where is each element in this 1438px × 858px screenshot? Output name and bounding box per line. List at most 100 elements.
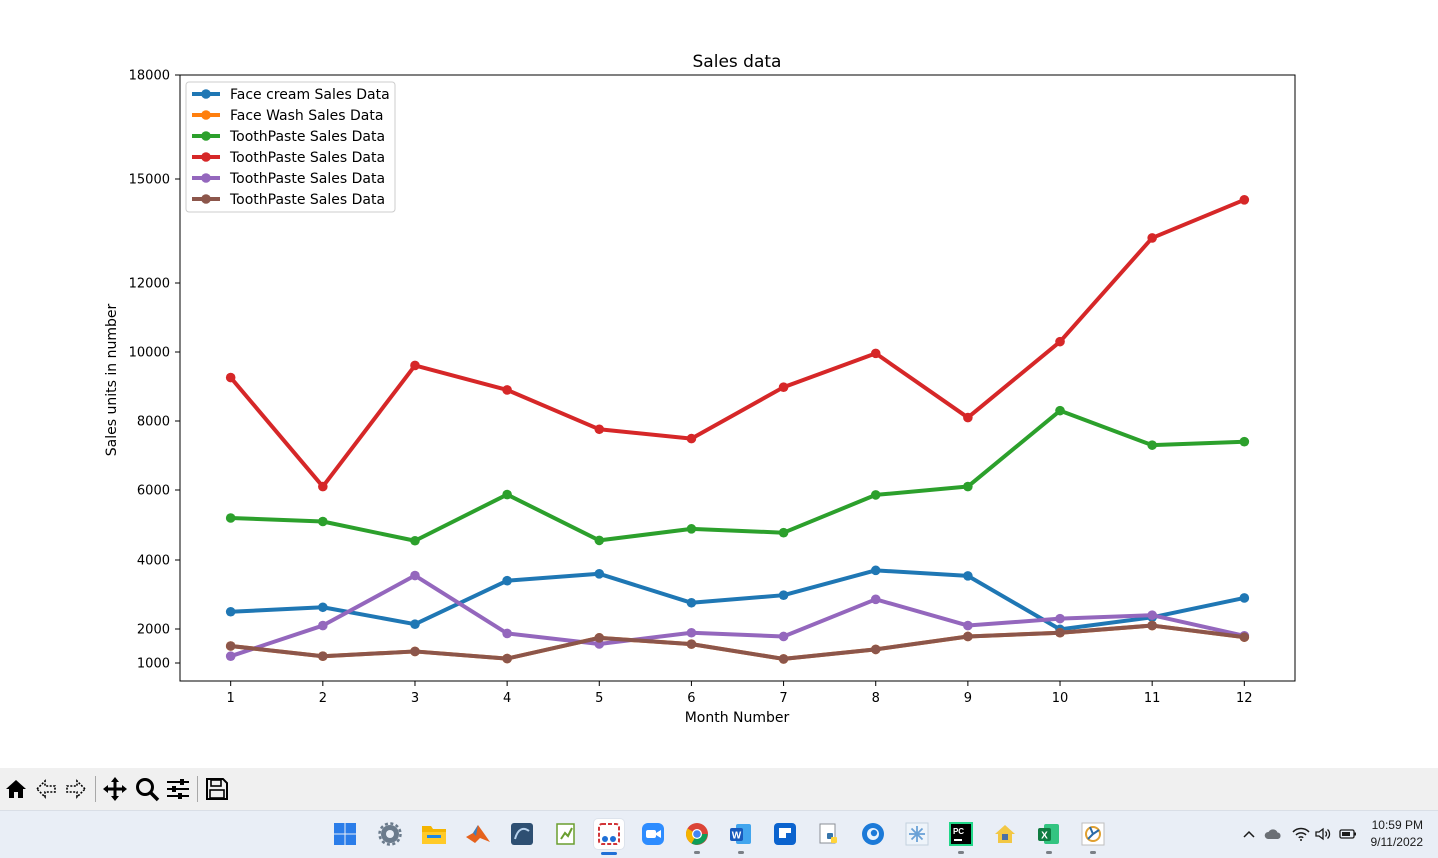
y-tick-label: 10000 — [129, 346, 170, 361]
notepad-plus-plus-icon[interactable] — [551, 819, 581, 849]
y-axis-label: Sales units in number — [104, 304, 120, 457]
x-tick-label: 12 — [1236, 691, 1253, 706]
legend-label: Face cream Sales Data — [230, 87, 390, 103]
y-tick-label: 12000 — [129, 277, 170, 292]
data-point — [870, 594, 881, 605]
legend-marker — [201, 152, 211, 162]
series-4 — [225, 195, 1250, 492]
data-point — [594, 535, 605, 546]
vpn-icon[interactable] — [990, 819, 1020, 849]
wifi-icon[interactable] — [1292, 825, 1310, 843]
clock-time[interactable]: 10:59 PM — [1371, 818, 1423, 832]
data-point — [502, 575, 512, 586]
matplotlib-toolbar — [0, 768, 1438, 810]
zoom-icon[interactable] — [638, 819, 668, 849]
x-tick-label: 8 — [872, 691, 880, 706]
data-point — [686, 627, 697, 638]
x-tick-label: 1 — [227, 691, 235, 706]
chart-title: Sales data — [693, 52, 782, 72]
back-icon[interactable] — [32, 774, 60, 804]
data-point — [502, 653, 512, 664]
y-tick-label: 8000 — [137, 415, 170, 430]
x-tick-label: 10 — [1052, 691, 1069, 706]
onedrive-icon[interactable] — [1264, 825, 1282, 843]
y-tick-label: 6000 — [137, 484, 170, 499]
file-explorer-icon[interactable] — [419, 819, 449, 849]
x-tick-label: 3 — [411, 691, 419, 706]
data-point — [1055, 613, 1065, 624]
data-point — [502, 385, 512, 395]
data-point — [1147, 440, 1157, 450]
legend-box — [185, 81, 396, 213]
x-tick-label: 7 — [779, 691, 787, 706]
clock-date[interactable]: 9/11/2022 — [1370, 835, 1424, 849]
data-point — [686, 639, 697, 649]
chrome-icon[interactable] — [682, 819, 712, 854]
data-point — [870, 348, 881, 359]
home-icon[interactable] — [2, 774, 30, 804]
data-point — [778, 590, 789, 600]
data-point — [870, 565, 881, 576]
data-point — [1055, 405, 1065, 416]
data-point — [318, 481, 328, 492]
data-point — [410, 570, 420, 581]
data-point — [410, 619, 420, 629]
volume-icon[interactable] — [1314, 825, 1332, 843]
data-point — [778, 631, 789, 642]
data-point — [1055, 627, 1065, 638]
matlab-icon[interactable] — [463, 819, 493, 849]
data-point — [318, 651, 328, 661]
legend-marker — [201, 131, 211, 141]
y-tick-label: 1000 — [137, 657, 170, 672]
data-point — [1239, 436, 1250, 447]
data-point — [963, 412, 973, 423]
windows-taskbar: W PC X 10:59 PM 9/11/2022 — [0, 810, 1438, 858]
excel-icon[interactable]: X — [1034, 819, 1064, 854]
snipping-tool-icon[interactable] — [594, 819, 624, 855]
series-3 — [225, 405, 1250, 546]
zoom-icon[interactable] — [133, 774, 161, 804]
data-point — [778, 527, 789, 538]
forward-icon[interactable] — [62, 774, 90, 804]
data-point — [1055, 336, 1065, 347]
data-point — [778, 654, 789, 664]
configure-subplots-icon[interactable] — [164, 774, 192, 804]
x-tick-label: 9 — [964, 691, 972, 706]
pycharm-icon[interactable]: PC — [946, 819, 976, 854]
data-point — [1147, 620, 1157, 631]
pan-icon[interactable] — [101, 774, 129, 804]
legend-label: ToothPaste Sales Data — [229, 129, 385, 145]
edge-icon[interactable] — [858, 819, 888, 849]
data-point — [870, 644, 881, 655]
data-point — [410, 360, 420, 371]
python-idle-icon[interactable] — [814, 819, 844, 849]
data-point — [318, 620, 328, 631]
data-point — [318, 516, 328, 527]
data-point — [1147, 233, 1157, 243]
start-icon[interactable] — [330, 819, 360, 849]
legend-marker — [201, 173, 211, 183]
series-6 — [225, 620, 1250, 664]
y-tick-label: 2000 — [137, 623, 170, 638]
legend-marker — [201, 89, 211, 99]
svg-text:X: X — [1041, 831, 1048, 842]
snowflake-icon[interactable] — [902, 819, 932, 849]
data-point — [1239, 593, 1250, 603]
word-icon[interactable]: W — [726, 819, 756, 854]
mysql-workbench-icon[interactable] — [507, 819, 537, 849]
data-point — [963, 620, 973, 631]
x-axis-label: Month Number — [685, 710, 790, 726]
matplotlib-figure-icon[interactable] — [1078, 819, 1108, 854]
data-point — [870, 490, 881, 500]
battery-icon[interactable] — [1339, 825, 1357, 843]
legend-label: ToothPaste Sales Data — [229, 150, 385, 166]
data-point — [225, 651, 236, 661]
save-icon[interactable] — [203, 774, 231, 804]
data-point — [963, 571, 973, 581]
data-point — [686, 597, 697, 608]
data-point — [502, 628, 512, 639]
svg-text:W: W — [732, 831, 742, 842]
chevron-up-icon[interactable] — [1240, 825, 1258, 843]
photos-icon[interactable] — [770, 819, 800, 849]
settings-icon[interactable] — [375, 819, 405, 849]
